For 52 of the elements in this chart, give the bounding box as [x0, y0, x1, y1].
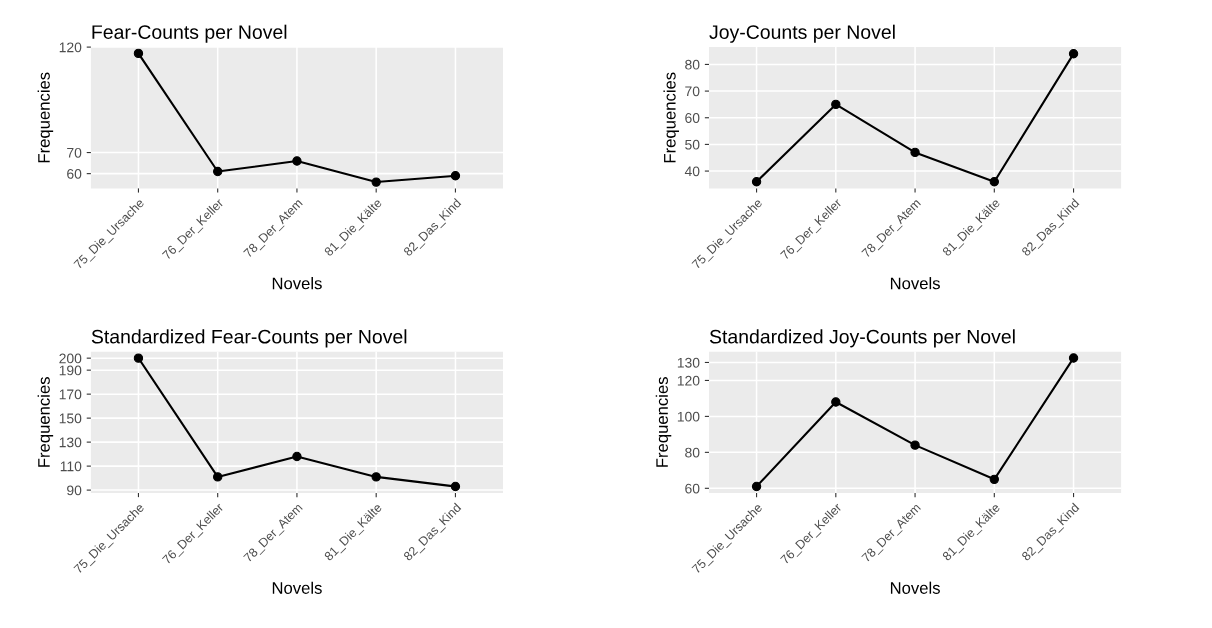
- point: [989, 474, 999, 484]
- point: [213, 166, 223, 177]
- y-tick-label: 170: [59, 389, 82, 400]
- chart-title: Standardized Fear-Counts per Novel: [91, 329, 407, 348]
- point: [989, 177, 999, 187]
- point: [450, 481, 461, 492]
- point: [292, 451, 302, 462]
- y-tick-label: 70: [67, 147, 82, 158]
- point: [133, 48, 144, 59]
- point: [831, 99, 841, 110]
- y-tick-label: 60: [685, 113, 700, 123]
- y-tick-label: 90: [67, 485, 82, 496]
- y-tick-label: 150: [59, 413, 82, 424]
- point: [213, 472, 223, 482]
- y-axis-title: Frequencies: [37, 72, 54, 163]
- y-axis-title: Frequencies: [663, 72, 679, 163]
- y-tick-label: 130: [677, 357, 700, 368]
- y-tick-label: 120: [59, 42, 82, 53]
- point: [450, 171, 461, 181]
- y-tick-label: 60: [685, 483, 700, 494]
- y-tick-label: 120: [677, 375, 700, 386]
- chart-title: Standardized Joy-Counts per Novel: [709, 329, 1015, 348]
- y-tick-label: 200: [59, 353, 82, 364]
- y-tick-label: 130: [59, 437, 82, 448]
- x-axis-title: Novels: [890, 581, 940, 594]
- y-tick-label: 80: [685, 447, 700, 458]
- point: [910, 147, 920, 158]
- y-axis-title: Frequencies: [655, 377, 672, 467]
- y-tick-label: 100: [677, 411, 700, 422]
- y-tick-label: 60: [67, 168, 82, 179]
- y-tick-label: 50: [685, 139, 700, 150]
- point: [292, 156, 302, 166]
- y-tick-label: 190: [59, 365, 82, 376]
- point: [910, 440, 920, 450]
- chart-title: Joy-Counts per Novel: [709, 24, 895, 43]
- y-tick-label: 40: [684, 166, 700, 177]
- point: [1068, 49, 1079, 59]
- y-tick-label: 110: [60, 461, 82, 472]
- point: [751, 177, 762, 187]
- point: [831, 397, 841, 407]
- x-axis-title: Novels: [890, 277, 940, 290]
- point: [751, 481, 762, 492]
- y-tick-label: 70: [685, 86, 700, 97]
- point: [371, 472, 381, 482]
- point: [133, 353, 144, 363]
- chart-title: Fear-Counts per Novel: [92, 24, 287, 43]
- point: [371, 177, 381, 187]
- point: [1068, 353, 1079, 363]
- x-axis-title: Novels: [272, 581, 322, 594]
- y-tick-label: 80: [685, 59, 700, 70]
- x-axis-title: Novels: [272, 277, 322, 290]
- y-axis-title: Frequencies: [37, 377, 54, 467]
